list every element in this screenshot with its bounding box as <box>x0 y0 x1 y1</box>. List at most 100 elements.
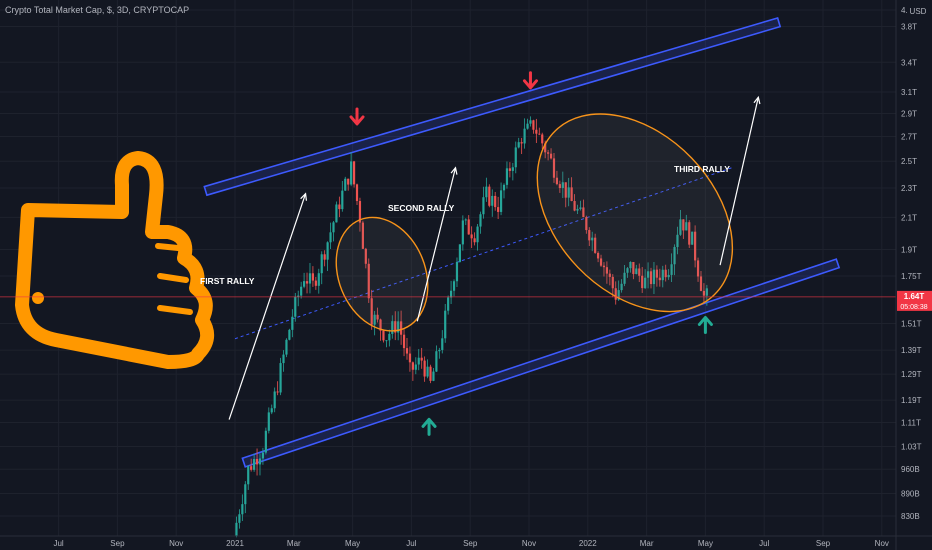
price-tag: 1.64T 05:08:38 <box>897 290 932 311</box>
candle-body <box>541 134 544 144</box>
candle-body <box>611 276 614 289</box>
candle-body <box>685 222 688 231</box>
candle-body <box>505 168 509 185</box>
time-axis-tick-label: Nov <box>522 539 536 548</box>
candle-body <box>235 522 238 536</box>
candle-body <box>635 268 638 275</box>
candle-body <box>402 334 406 349</box>
candle-body <box>497 207 500 212</box>
candle-body <box>291 316 294 330</box>
candle-body <box>414 364 417 370</box>
chart-grid <box>0 0 896 536</box>
candle-body <box>464 219 467 221</box>
rally-arrow-head <box>753 95 761 105</box>
price-axis-tick-label: 2.5T <box>901 157 917 166</box>
candle-body <box>544 143 547 153</box>
candle-body <box>476 226 479 243</box>
candle-body <box>400 321 403 335</box>
candle-body <box>444 310 447 339</box>
candle-body <box>567 187 570 198</box>
candle-body <box>549 153 553 159</box>
price-axis-tick-label: 1.39T <box>901 346 922 355</box>
rally-arrow-line <box>416 167 457 322</box>
candle-body <box>285 339 288 355</box>
candle-body <box>294 296 297 317</box>
candle-body <box>364 248 367 264</box>
price-axis-tick-label: 1.03T <box>901 443 922 452</box>
candle-body <box>355 184 359 202</box>
candle-body <box>358 201 362 223</box>
candle-body <box>247 466 250 485</box>
candle-body <box>520 142 523 144</box>
time-axis-tick-label: Nov <box>169 539 183 548</box>
candle-body <box>626 268 629 273</box>
candle-body <box>555 177 559 185</box>
candle-body <box>547 152 550 154</box>
candle-body <box>314 280 317 286</box>
candle-body <box>594 237 597 253</box>
price-axis-tick-label: 1.19T <box>901 396 922 405</box>
price-tag-value: 1.64T <box>904 292 925 301</box>
candle-body <box>391 321 394 334</box>
price-axis-tick-label: 1.11T <box>901 418 921 427</box>
candle-body <box>458 244 462 262</box>
candle-body <box>532 120 535 130</box>
candle-body <box>347 178 350 185</box>
chart-title: Crypto Total Market Cap, $, 3D, CRYPTOCA… <box>5 5 190 15</box>
price-axis-tick-label: 3.1T <box>901 88 917 97</box>
candle-body <box>535 129 538 134</box>
candle-body <box>694 231 697 261</box>
candle-body <box>423 360 426 377</box>
candle-body <box>585 217 588 231</box>
channel-upper-band <box>203 16 782 197</box>
candle-body <box>449 290 453 298</box>
candle-body <box>561 182 564 189</box>
candle-body <box>300 286 303 296</box>
time-axis-tick-label: Mar <box>287 539 301 548</box>
candle-body <box>361 222 364 249</box>
candle-body <box>699 276 703 291</box>
candle-body <box>438 349 441 352</box>
time-axis-tick-label: Mar <box>640 539 654 548</box>
candle-body <box>591 237 594 241</box>
candle-body <box>311 273 315 281</box>
candle-body <box>270 408 273 413</box>
candle-body <box>297 295 300 297</box>
candle-body <box>429 366 432 381</box>
candle-body <box>397 321 400 333</box>
price-axis-tick-label: 890B <box>901 490 920 499</box>
candle-body <box>646 271 650 278</box>
candle-body <box>376 314 379 320</box>
rally-arrow-line <box>228 193 307 420</box>
candle-body <box>526 123 529 129</box>
third-rally-label: THIRD RALLY <box>674 164 730 174</box>
candle-body <box>279 363 282 393</box>
rally-arrow-line <box>719 97 759 266</box>
candle-body <box>244 484 247 505</box>
currency-label: USD <box>910 7 927 16</box>
candle-body <box>705 288 708 296</box>
price-tag-countdown: 05:08:38 <box>900 304 927 311</box>
time-axis-tick-label: Jul <box>406 539 416 548</box>
price-axis-tick-label: 2.9T <box>901 109 917 118</box>
time-axis[interactable]: Jul Sep Nov 2021 Mar May Jul Sep Nov 2022 Mar May Ju… <box>0 535 932 548</box>
time-axis-tick-label: 2021 <box>226 539 244 548</box>
candle-body <box>323 254 326 260</box>
candle-body <box>320 254 323 274</box>
candle-body <box>447 297 450 311</box>
candle-body <box>288 329 291 340</box>
candle-body <box>667 274 670 278</box>
correction-ellipse <box>536 113 734 313</box>
candle-body <box>676 234 679 248</box>
candle-body <box>264 430 267 453</box>
candle-body <box>241 504 244 515</box>
candle-body <box>420 357 423 361</box>
candle-body <box>696 260 700 277</box>
candle-body <box>282 354 285 364</box>
time-axis-tick-label: Jul <box>759 539 769 548</box>
candle-body <box>576 208 579 211</box>
candle-body <box>432 371 435 381</box>
candle-body <box>605 267 609 274</box>
price-axis[interactable]: 4. 3.8T 3.4T 3.1T 2.9T 2.7T 2.5T 2.3T 2.1T 1.9T 1.… <box>895 0 922 550</box>
